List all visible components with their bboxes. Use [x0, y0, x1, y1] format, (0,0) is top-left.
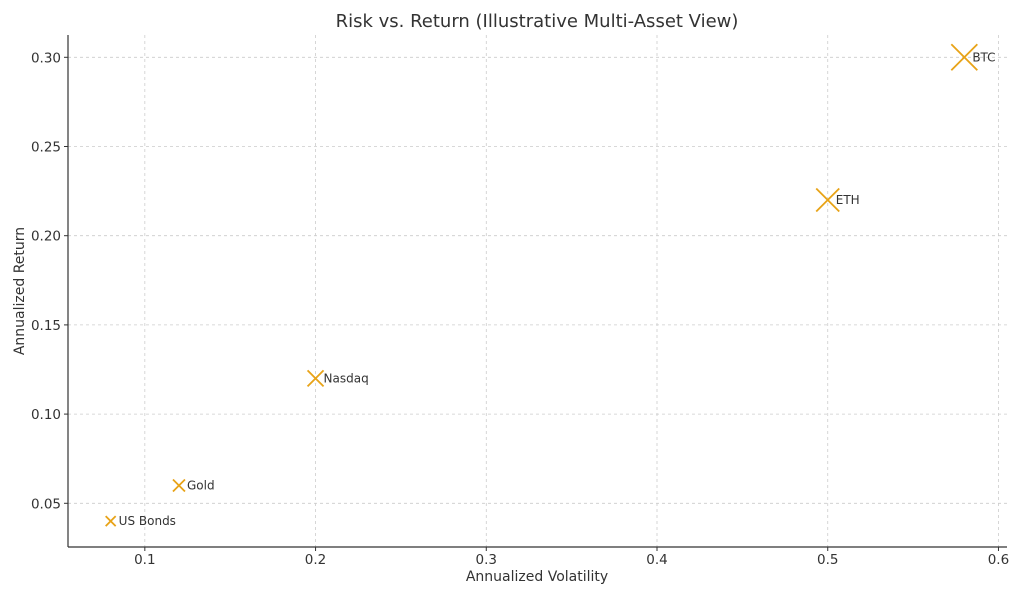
- x-marker-stroke: [172, 478, 186, 493]
- x-tick-label: 0.1: [134, 552, 155, 568]
- chart-title: Risk vs. Return (Illustrative Multi-Asse…: [336, 11, 739, 32]
- point-label: Nasdaq: [324, 371, 369, 385]
- data-point: US Bonds: [105, 514, 176, 528]
- x-tick-label: 0.3: [476, 552, 497, 568]
- point-label: ETH: [836, 193, 860, 207]
- points-layer: US Bonds Gold Nasdaq ETH BTC: [105, 43, 996, 528]
- point-label: US Bonds: [119, 514, 176, 528]
- y-tick-label: 0.25: [31, 139, 61, 155]
- grid-layer: [68, 35, 1007, 547]
- x-marker-stroke: [306, 369, 325, 388]
- y-tick-label: 0.20: [31, 229, 61, 245]
- x-tick-label: 0.5: [817, 552, 838, 568]
- y-tick-label: 0.05: [31, 496, 61, 512]
- x-tick-label: 0.2: [305, 552, 326, 568]
- x-tick-label: 0.6: [988, 552, 1009, 568]
- x-marker-stroke: [815, 187, 840, 213]
- x-marker-stroke: [105, 515, 117, 527]
- data-point: BTC: [950, 43, 996, 71]
- data-point: ETH: [815, 187, 860, 213]
- x-tick-label: 0.4: [646, 552, 667, 568]
- y-tick-label: 0.15: [31, 318, 61, 334]
- point-label: BTC: [972, 50, 995, 64]
- axes-layer: [67, 35, 1007, 548]
- y-axis-label: Annualized Return: [12, 227, 28, 355]
- y-tick-label: 0.30: [31, 50, 61, 66]
- x-axis-label: Annualized Volatility: [466, 569, 608, 585]
- data-point: Nasdaq: [306, 369, 369, 388]
- y-tick-label: 0.10: [31, 407, 61, 423]
- point-label: Gold: [187, 478, 215, 492]
- ticks-layer: 0.1 0.2 0.3 0.4 0.5 0.6 0.05 0.10 0.15 0.20 0.25 0.…: [31, 50, 1009, 568]
- x-marker-stroke: [950, 43, 978, 71]
- data-point: Gold: [172, 478, 215, 493]
